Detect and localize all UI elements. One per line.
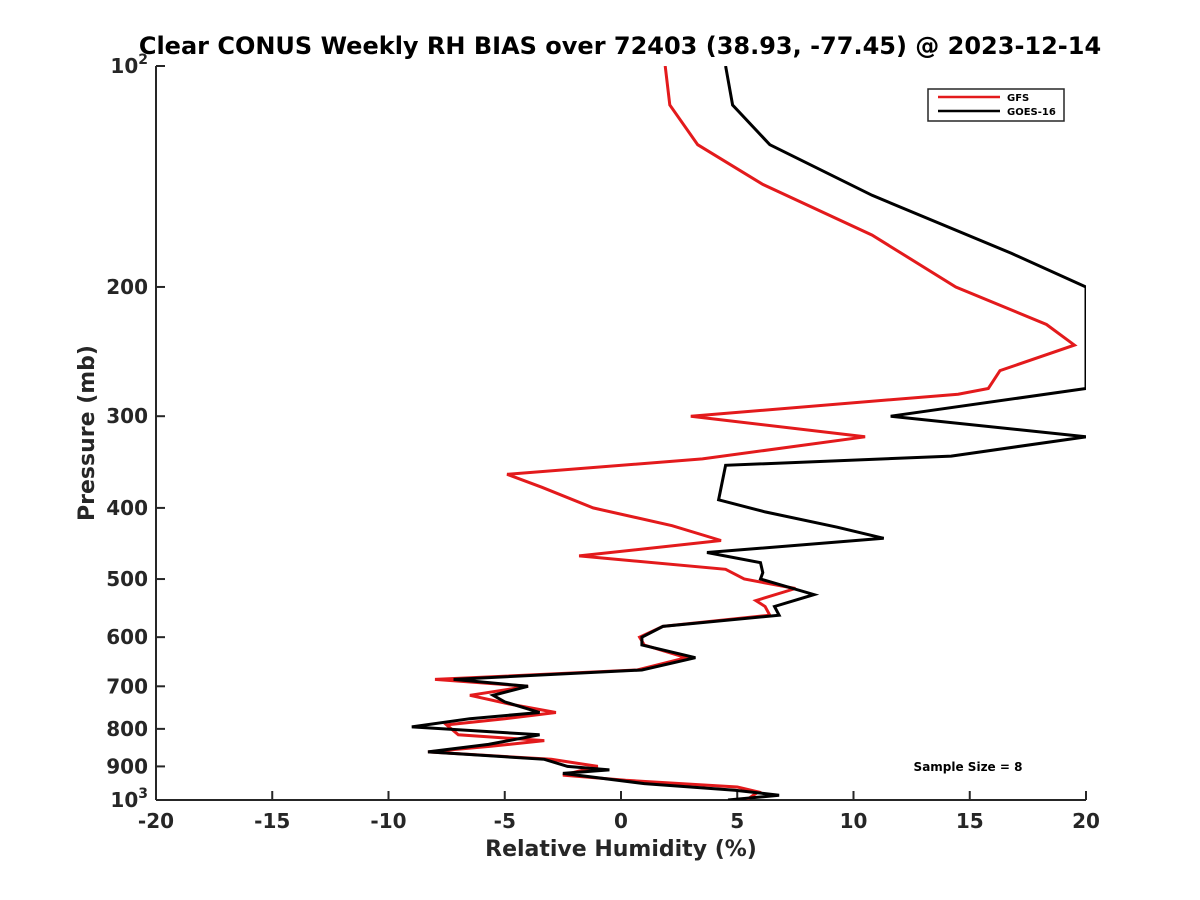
y-tick-exponent: 3 xyxy=(138,786,148,802)
legend-box xyxy=(927,88,1065,122)
legend-label-goes16: GOES-16 xyxy=(1007,107,1056,118)
y-tick-label: 103 xyxy=(110,786,148,812)
chart-title: Clear CONUS Weekly RH BIAS over 72403 (3… xyxy=(139,32,1101,60)
y-axis-label: Pressure (mb) xyxy=(75,345,100,521)
x-tick-label: 15 xyxy=(956,809,984,833)
x-tick-label: -20 xyxy=(138,809,174,833)
y-tick-exponent: 2 xyxy=(138,52,148,68)
x-tick-label: -10 xyxy=(370,809,406,833)
x-axis-ticks: -20 -15 -10 -5 0 5 10 15 20 xyxy=(138,791,1100,833)
y-tick-base: 10 xyxy=(110,54,138,78)
y-tick-label: 200 xyxy=(106,275,148,299)
x-axis-label: Relative Humidity (%) xyxy=(485,837,757,862)
y-tick-label: 800 xyxy=(106,717,148,741)
sample-size-annotation: Sample Size = 8 xyxy=(914,760,1023,774)
series-line-gfs xyxy=(427,66,1078,800)
y-tick-label: 400 xyxy=(106,496,148,520)
x-tick-label: 10 xyxy=(840,809,868,833)
series-layer xyxy=(411,66,1086,800)
y-tick-label: 102 xyxy=(110,52,148,78)
y-tick-label: 600 xyxy=(106,625,148,649)
x-tick-label: -15 xyxy=(254,809,290,833)
y-tick-label: 500 xyxy=(106,567,148,591)
series-line-goes16 xyxy=(411,66,1086,800)
y-tick-label: 900 xyxy=(106,754,148,778)
y-tick-label: 700 xyxy=(106,674,148,698)
y-tick-base: 10 xyxy=(110,788,138,812)
x-tick-label: -5 xyxy=(494,809,516,833)
plot-area xyxy=(156,66,1086,800)
legend-label-gfs: GFS xyxy=(1007,93,1029,104)
y-tick-label: 300 xyxy=(106,404,148,428)
x-tick-label: 5 xyxy=(730,809,744,833)
x-tick-label: 20 xyxy=(1072,809,1100,833)
x-tick-label: 0 xyxy=(614,809,628,833)
legend: GFS GOES-16 xyxy=(927,88,1065,122)
